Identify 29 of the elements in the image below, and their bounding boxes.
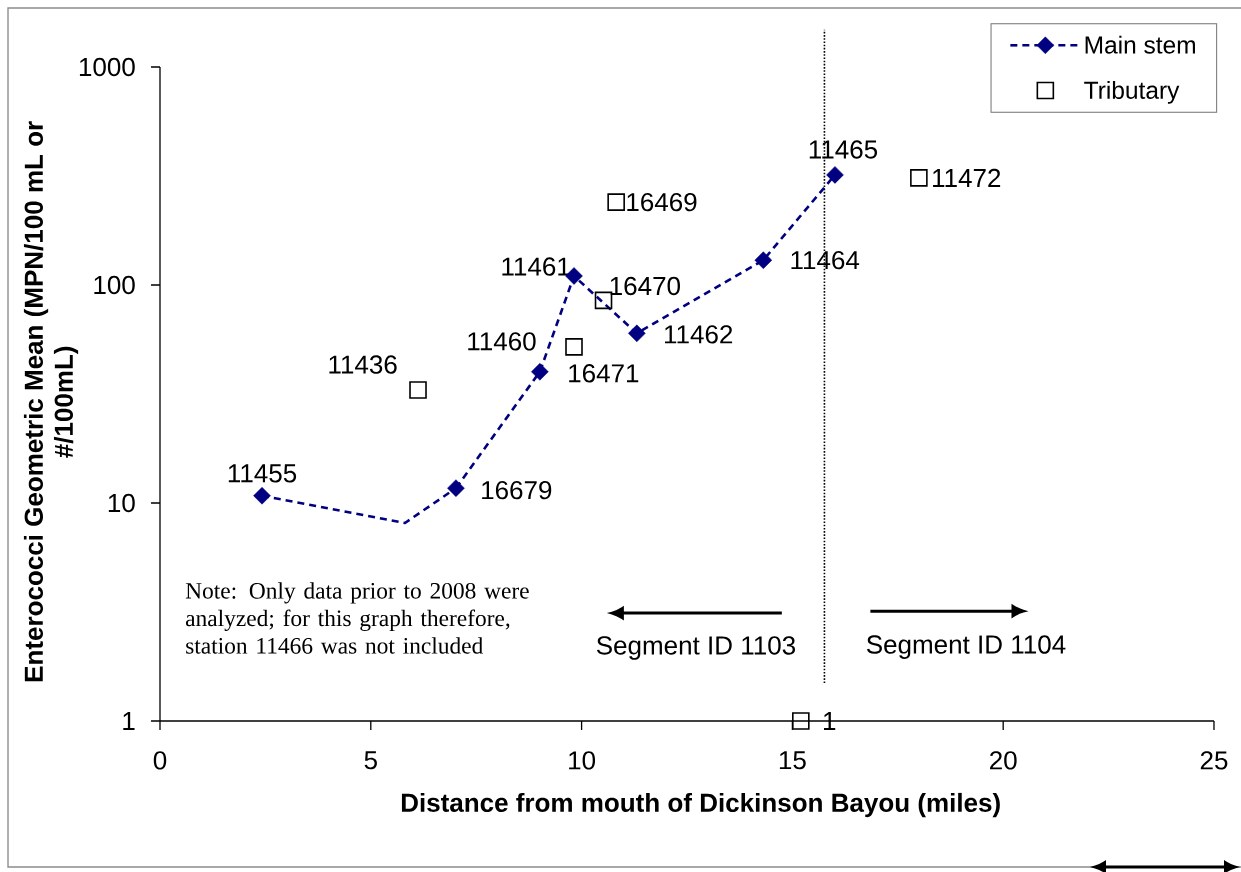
- x-tick-label: 0: [153, 751, 167, 770]
- x-tick-label: 20: [990, 751, 1017, 770]
- x-tick-label: 5: [364, 751, 377, 770]
- y-tick-label: 100: [94, 275, 135, 295]
- annotation: 11465: [809, 140, 878, 159]
- y-axis-title: Enterococci Geometric Mean (MPN/100 mL or #/100mL): [23, 121, 79, 682]
- annotation: 16679: [482, 480, 552, 500]
- annotation: 11462: [665, 325, 733, 344]
- y-tick-label: 1: [123, 712, 135, 730]
- x-tick-label: 25: [1200, 751, 1228, 770]
- annotation: 16471: [569, 364, 639, 383]
- annotation: 16469: [627, 192, 697, 212]
- annotation: 11436: [329, 355, 397, 374]
- x-axis-title: Distance from mouth of Dickinson Bayou (miles): [401, 792, 1000, 818]
- annotation: 16470: [610, 276, 680, 296]
- annotation: 11460: [468, 332, 536, 351]
- y-tick-label: 10: [108, 493, 135, 513]
- annotation: Segment ID 1103: [596, 636, 795, 660]
- annotation: 11461: [502, 257, 570, 276]
- x-tick-label: 15: [779, 751, 806, 770]
- annotation: 11455: [228, 464, 297, 483]
- annotation: Segment ID 1104: [866, 635, 1066, 659]
- annotation: Note: Only data prior to 2008 were analyzed; for this graph therefore, station 11466 was not included: [185, 582, 529, 654]
- annotation: 11472: [933, 168, 1001, 187]
- legend-label: Main stem: [1085, 35, 1195, 54]
- legend-label: Tributary: [1084, 80, 1180, 104]
- annotation: 11464: [791, 250, 860, 270]
- x-tick-label: 10: [569, 751, 596, 770]
- y-tick-label: 1000: [79, 57, 135, 77]
